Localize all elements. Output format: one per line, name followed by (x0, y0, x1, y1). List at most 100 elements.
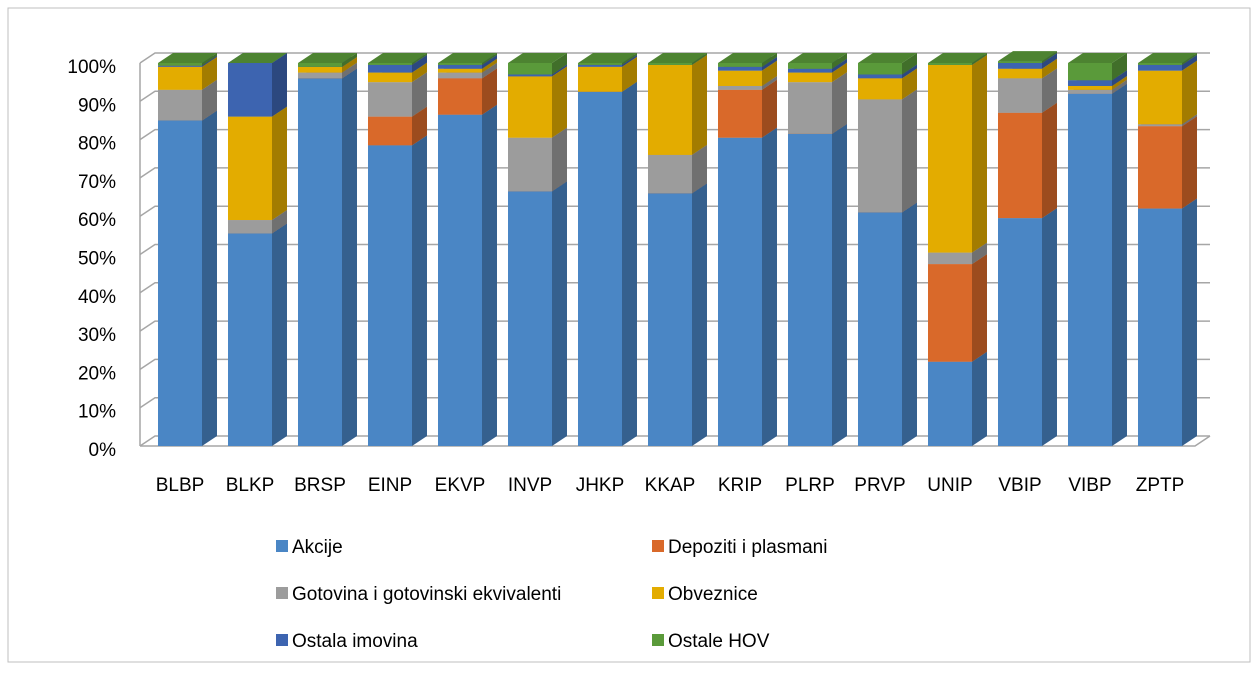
y-tick-label: 70% (78, 172, 116, 193)
bar (998, 61, 1042, 63)
bar (1138, 126, 1182, 209)
y-tick-label: 0% (89, 440, 117, 461)
bar-side (482, 54, 497, 69)
bar (648, 193, 692, 446)
bar (438, 78, 482, 115)
bar (1068, 89, 1112, 94)
bar (578, 91, 622, 446)
legend-swatch (276, 540, 288, 552)
bar (438, 64, 482, 69)
bar-side (902, 68, 917, 100)
bar (718, 66, 762, 71)
bar (368, 82, 412, 117)
bar-side (622, 56, 637, 92)
bar (928, 64, 972, 253)
bar-side (762, 60, 777, 86)
bar-side (1042, 68, 1057, 113)
bar-side (1182, 54, 1197, 71)
bar (368, 63, 412, 65)
bar-top (928, 53, 987, 63)
bar-top (1138, 53, 1197, 63)
bar-side (1182, 114, 1197, 127)
bar-side (972, 54, 987, 253)
bar-side (342, 62, 357, 79)
bar (648, 64, 692, 155)
bar-top (508, 53, 567, 63)
bar (858, 74, 902, 79)
bar (158, 65, 202, 67)
bar (998, 63, 1042, 69)
bar (1138, 70, 1182, 125)
bar (158, 120, 202, 446)
x-tick-label: KRIP (718, 475, 762, 496)
legend-swatch (276, 634, 288, 646)
x-tick-label: VIBP (1068, 475, 1111, 496)
bar (998, 218, 1042, 446)
floor (140, 435, 1211, 447)
x-tick-label: INVP (508, 475, 552, 496)
bar-side (1042, 208, 1057, 446)
bar (998, 112, 1042, 219)
bar-side (762, 75, 777, 90)
bar (858, 63, 902, 75)
y-tick-label: 20% (78, 363, 116, 384)
bar-side (482, 104, 497, 446)
legend-label: Ostale HOV (668, 631, 770, 652)
bar (298, 72, 342, 79)
bar-side (202, 79, 217, 121)
bar-side (272, 210, 287, 234)
bar (858, 99, 902, 213)
bar-side (552, 127, 567, 192)
bar (718, 137, 762, 446)
bar (788, 63, 832, 69)
x-tick-label: UNIP (927, 475, 972, 496)
x-tick-label: VBIP (998, 475, 1041, 496)
bar-side (692, 183, 707, 446)
bar-side (412, 106, 427, 146)
bar-side (902, 53, 917, 75)
bar (718, 63, 762, 67)
bar-side (412, 53, 427, 65)
bar (928, 252, 972, 265)
bar (228, 116, 272, 221)
bar (1138, 208, 1182, 446)
bar (858, 78, 902, 100)
bar-side (902, 64, 917, 79)
bar-side (972, 53, 987, 65)
bar-side (1182, 53, 1197, 65)
bar-side (272, 223, 287, 446)
bar-top (158, 53, 217, 63)
bar-side (1042, 53, 1057, 69)
grid-line (139, 52, 1210, 64)
bar-side (972, 351, 987, 446)
bar-side (1112, 79, 1127, 94)
bar (298, 78, 342, 446)
bar (368, 72, 412, 83)
bar (578, 66, 622, 92)
bar (298, 63, 342, 67)
y-tick-label: 80% (78, 134, 116, 155)
bar (228, 63, 272, 117)
y-tick-label: 100% (67, 57, 116, 78)
bar-side (832, 62, 847, 83)
bar (928, 361, 972, 446)
legend-label: Akcije (292, 537, 343, 558)
bar (1068, 85, 1112, 90)
bar (508, 191, 552, 446)
bar-side (972, 242, 987, 265)
bar (928, 264, 972, 362)
bar-side (622, 81, 637, 446)
bar-top (228, 53, 287, 63)
bar-top (648, 53, 707, 63)
bar-side (902, 202, 917, 446)
bar (578, 64, 622, 67)
bar (578, 63, 622, 65)
bar (438, 63, 482, 65)
x-tick-label: BLBP (156, 475, 205, 496)
bar-side (552, 66, 567, 138)
y-tick-label: 90% (78, 95, 116, 116)
bar-side (1182, 116, 1197, 209)
y-tick-label: 10% (78, 402, 116, 423)
bar-side (902, 89, 917, 213)
legend-swatch (652, 540, 664, 552)
